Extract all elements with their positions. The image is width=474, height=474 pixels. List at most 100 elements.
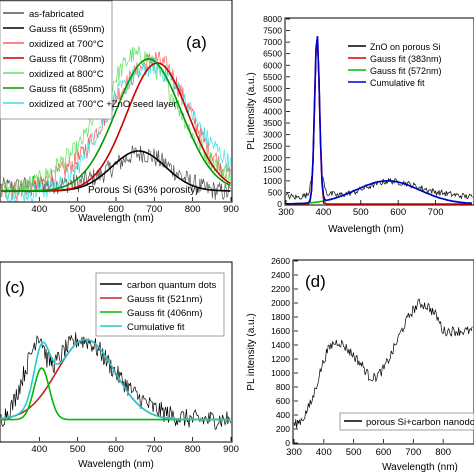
x-tick-label: 400 xyxy=(31,444,47,455)
x-tick-label: 900 xyxy=(223,444,239,455)
x-tick-label: 500 xyxy=(70,204,86,215)
panel-a-x-ticks: 400 500 600 700 800 900 xyxy=(31,197,239,215)
panel-c-x-ticks: 400 500 600 700 800 900 xyxy=(31,437,239,455)
legend-label: oxidized at 700°C xyxy=(29,39,104,50)
panel-a-legend: as-fabricated Gauss fit (659nm) oxidized… xyxy=(0,0,177,120)
panel-d-label: (d) xyxy=(305,272,326,291)
y-tick-label: 1500 xyxy=(263,164,282,174)
series-line-3 xyxy=(0,338,231,421)
legend-label: as-fabricated xyxy=(29,9,84,20)
panel-a-annotation: Porous Si (63% porosity) xyxy=(88,185,199,196)
panel-d-frame xyxy=(292,259,474,445)
x-tick-label: 500 xyxy=(70,444,86,455)
panel-c-plot xyxy=(0,332,231,430)
panel-a-label: (a) xyxy=(186,33,207,52)
panel-c: 400 500 600 700 800 900 (c) Wavelength (nm) c… xyxy=(0,261,239,470)
panel-a-legend-box xyxy=(0,0,113,120)
legend-label: Gauss fit (521nm) xyxy=(127,294,203,305)
legend-label: Cumulative fit xyxy=(370,78,425,88)
panel-c-label: (c) xyxy=(5,278,25,297)
y-tick-label: 8000 xyxy=(263,14,282,24)
y-tick-label: 1200 xyxy=(271,354,290,364)
y-tick-label: 1400 xyxy=(271,340,290,350)
y-tick-label: 200 xyxy=(276,424,290,434)
x-tick-label: 700 xyxy=(428,207,444,218)
y-tick-label: 2000 xyxy=(271,298,290,308)
y-tick-label: 4500 xyxy=(263,95,282,105)
legend-label: ZnO on porous Si xyxy=(370,42,441,52)
series-line-5 xyxy=(1,58,231,192)
x-tick-label: 300 xyxy=(278,207,294,218)
y-tick-label: 3500 xyxy=(263,118,282,128)
y-tick-label: 3000 xyxy=(263,130,282,140)
y-tick-label: 0 xyxy=(285,438,290,448)
x-tick-label: 400 xyxy=(316,447,332,458)
x-tick-label: 700 xyxy=(146,444,162,455)
x-tick-label: 700 xyxy=(146,204,162,215)
series-line-3 xyxy=(285,36,473,205)
x-tick-label: 600 xyxy=(108,204,124,215)
panel-d-xlabel: Wavelength (nm) xyxy=(382,462,458,473)
panel-b-x-ticks: 300 400 500 600 700 xyxy=(278,200,444,218)
x-tick-label: 400 xyxy=(315,207,331,218)
legend-label: oxidized at 700°C +ZnO seed layer xyxy=(29,99,177,110)
panel-b-ylabel: PL intensity (a.u.) xyxy=(246,72,257,149)
legend-label: Gauss fit (685nm) xyxy=(29,84,105,95)
legend-label: Gauss fit (708nm) xyxy=(29,54,105,65)
panel-b-xlabel: Wavelength (nm) xyxy=(328,224,404,235)
y-tick-label: 1600 xyxy=(271,326,290,336)
legend-label: Gauss fit (659nm) xyxy=(29,24,105,35)
x-tick-label: 400 xyxy=(31,204,47,215)
y-tick-label: 5000 xyxy=(263,83,282,93)
x-tick-label: 300 xyxy=(286,447,302,458)
y-tick-label: 2200 xyxy=(271,284,290,294)
panel-a-frame xyxy=(0,0,233,203)
panel-d-legend: porous Si+carbon nanodots xyxy=(339,412,474,431)
y-tick-label: 400 xyxy=(276,410,290,420)
panel-d-ylabel: PL intensity (a.u.) xyxy=(246,313,257,390)
y-tick-label: 7000 xyxy=(263,37,282,47)
x-tick-label: 800 xyxy=(185,444,201,455)
x-tick-label: 600 xyxy=(390,207,406,218)
x-tick-label: 800 xyxy=(185,204,201,215)
panel-b-y-ticks: 0500100015002000250030003500400045005000… xyxy=(263,14,290,209)
series-line-2 xyxy=(285,180,473,205)
panel-c-xlabel: Wavelength (nm) xyxy=(78,459,154,470)
legend-label: porous Si+carbon nanodots xyxy=(366,417,474,428)
y-tick-label: 600 xyxy=(276,396,290,406)
panel-a-plot xyxy=(0,45,231,202)
panel-d-legend-box xyxy=(339,412,474,431)
panel-b-legend: ZnO on porous Si Gauss fit (383nm) Gauss… xyxy=(348,42,442,88)
series-line-0 xyxy=(293,298,473,429)
legend-label: Gauss fit (406nm) xyxy=(127,308,203,319)
x-tick-label: 900 xyxy=(223,204,239,215)
panel-a: 400 500 600 700 800 900 (a) Porous Si (63% po… xyxy=(0,0,239,224)
panel-d-y-ticks: 0 200 400 600 800 1000 1200 1400 1600 1800 2000 220… xyxy=(271,256,298,448)
y-tick-label: 6000 xyxy=(263,60,282,70)
legend-label: oxidized at 800°C xyxy=(29,69,104,80)
y-tick-label: 4000 xyxy=(263,107,282,117)
y-tick-label: 2600 xyxy=(271,256,290,266)
panel-d-plot xyxy=(293,298,473,429)
x-tick-label: 600 xyxy=(108,444,124,455)
panel-c-frame xyxy=(0,261,233,443)
y-tick-label: 2400 xyxy=(271,270,290,280)
y-tick-label: 6500 xyxy=(263,49,282,59)
x-tick-label: 600 xyxy=(376,447,392,458)
y-tick-label: 500 xyxy=(268,187,282,197)
legend-label: Cumulative fit xyxy=(127,322,185,333)
y-tick-label: 2000 xyxy=(263,153,282,163)
panel-b: 300 400 500 600 700 050010001500200025003000… xyxy=(246,14,474,235)
y-tick-label: 1000 xyxy=(271,368,290,378)
legend-label: Gauss fit (572nm) xyxy=(370,66,442,76)
legend-label: carbon quantum dots xyxy=(127,280,217,291)
panel-b-frame xyxy=(284,17,474,206)
x-tick-label: 800 xyxy=(435,447,451,458)
x-tick-label: 700 xyxy=(405,447,421,458)
y-tick-label: 800 xyxy=(276,382,290,392)
panel-d: 300 400 500 600 700 800 0 200 400 600 800 1000 1200… xyxy=(246,256,474,473)
series-line-0 xyxy=(0,145,231,201)
y-tick-label: 0 xyxy=(277,199,282,209)
panel-b-plot xyxy=(285,36,473,205)
y-tick-label: 5500 xyxy=(263,72,282,82)
